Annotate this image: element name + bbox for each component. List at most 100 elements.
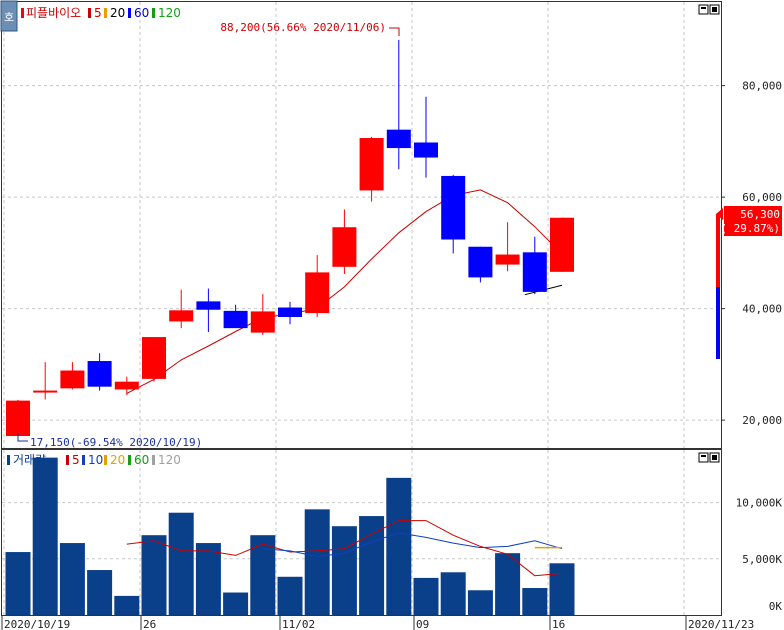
candle-body — [468, 246, 493, 278]
legend-ma60: 60 — [134, 6, 149, 20]
legend-marker-ma60 — [128, 8, 131, 18]
candle-body — [250, 311, 275, 333]
low-pointer-line — [17, 433, 28, 442]
vlegend-ma5: 5 — [72, 453, 80, 467]
y-axis-ticks: 20,000 40,000 60,000 80,000 0K 5,000K 10,000K — [721, 80, 782, 613]
candle-body — [522, 252, 547, 292]
volume-ytick-label: 5,000K — [742, 553, 782, 566]
legend-marker-ma5 — [88, 8, 91, 18]
price-panel-restore-button[interactable] — [698, 4, 709, 15]
volume-bar — [467, 590, 493, 615]
price-panel-close-icon — [712, 7, 717, 12]
legend-marker-ma120 — [152, 8, 155, 18]
volume-legend: 거래량 5 10 20 60 120 — [7, 453, 181, 467]
volume-bar — [250, 535, 276, 615]
candle-body — [495, 254, 520, 265]
volume-bar — [304, 509, 330, 615]
x-tick-label: 2020/11/23 — [688, 618, 754, 630]
price-pointer — [716, 208, 723, 220]
high-annotation: 88,200(56.66% 2020/11/06) — [220, 21, 400, 36]
x-tick-label: 26 — [143, 618, 156, 630]
price-legend: 호 피플바이오 5 20 60 120 — [0, 0, 181, 32]
price-ytick-label: 80,000 — [742, 80, 782, 93]
volume-ma10-line — [262, 532, 563, 558]
candle-body — [114, 381, 139, 390]
vlegend-marker-ma10 — [82, 455, 85, 465]
volume-ma5-line — [126, 520, 563, 577]
volume-bar — [440, 572, 466, 615]
legend-ma20: 20 — [110, 6, 125, 20]
volume-bar — [168, 512, 194, 615]
price-ytick-label: 20,000 — [742, 414, 782, 427]
right-axis-up-bar — [716, 214, 720, 287]
candle-body — [386, 129, 411, 149]
tab-label: 호 — [4, 11, 14, 24]
volume-bar — [549, 563, 575, 615]
candle-body — [33, 390, 58, 393]
volume-bar — [195, 543, 221, 615]
candle-body — [142, 337, 166, 379]
tab-box[interactable] — [0, 0, 18, 32]
volume-panel-window-buttons — [698, 452, 720, 463]
candle-body — [550, 217, 574, 272]
candle-body — [223, 310, 248, 329]
candle-body — [196, 301, 221, 310]
volume-bar — [59, 543, 85, 615]
candle-body — [169, 310, 194, 322]
volume-bar — [495, 553, 521, 615]
vlegend-marker-ma20 — [104, 455, 107, 465]
volume-bar — [87, 570, 113, 615]
candle-body — [60, 370, 85, 389]
volume-panel-close-icon — [712, 455, 717, 460]
volume-bar — [32, 457, 58, 615]
candle-body — [359, 138, 384, 191]
grid-lines — [2, 2, 721, 615]
legend-ma5: 5 — [94, 6, 102, 20]
candle-body — [6, 400, 30, 437]
vlegend-ma20: 20 — [110, 453, 125, 467]
price-panel-restore-icon — [701, 7, 706, 9]
x-axis-ticks: 2020/10/19 26 11/02 09 16 2020/11/23 — [1, 616, 754, 630]
right-axis-down-bar — [716, 287, 720, 359]
x-tick-label: 11/02 — [282, 618, 315, 630]
vlegend-ma60: 60 — [134, 453, 149, 467]
current-price-label: 56,300 — [740, 208, 780, 221]
volume-title: 거래량 — [13, 453, 46, 467]
vlegend-marker-ma60 — [128, 455, 131, 465]
price-ytick-label: 40,000 — [742, 303, 782, 316]
price-ytick-label: 60,000 — [742, 191, 782, 204]
volume-panel-restore-icon — [701, 455, 706, 457]
vlegend-ma10: 10 — [88, 453, 103, 467]
volume-bar — [331, 526, 357, 615]
vlegend-marker-ma5 — [66, 455, 69, 465]
volume-moving-average-lines — [126, 520, 563, 577]
price-title: 피플바이오 — [26, 6, 81, 20]
price-ma5-line — [126, 189, 563, 394]
current-price-marker: 56,300 ( 29.87%) — [716, 206, 782, 359]
volume-bar — [413, 577, 439, 615]
vlegend-marker-ma120 — [152, 455, 155, 465]
candle-body — [305, 272, 330, 314]
volume-bar — [522, 588, 548, 615]
low-annotation: 17,150(-69.54% 2020/10/19) — [17, 433, 202, 449]
candle-body — [332, 227, 357, 267]
volume-bar — [223, 592, 249, 615]
volume-bar — [141, 535, 167, 615]
price-panel-frame — [1, 1, 722, 449]
volume-panel-restore-button[interactable] — [698, 452, 709, 463]
volume-bar — [114, 595, 140, 615]
price-tag-box — [724, 206, 782, 236]
high-price-label: 88,200(56.66% 2020/11/06) — [220, 21, 386, 34]
x-tick-label: 2020/10/19 — [4, 618, 70, 630]
candle-body — [278, 307, 302, 317]
candles — [6, 39, 574, 437]
x-tick-label: 09 — [416, 618, 429, 630]
volume-bars — [5, 457, 575, 615]
high-pointer-line — [389, 27, 400, 36]
price-panel-window-buttons — [698, 4, 720, 15]
legend-ma120: 120 — [158, 6, 181, 20]
x-tick-label: 16 — [552, 618, 565, 630]
volume-ytick-label: 0K — [769, 600, 783, 613]
vlegend-ma120: 120 — [158, 453, 181, 467]
